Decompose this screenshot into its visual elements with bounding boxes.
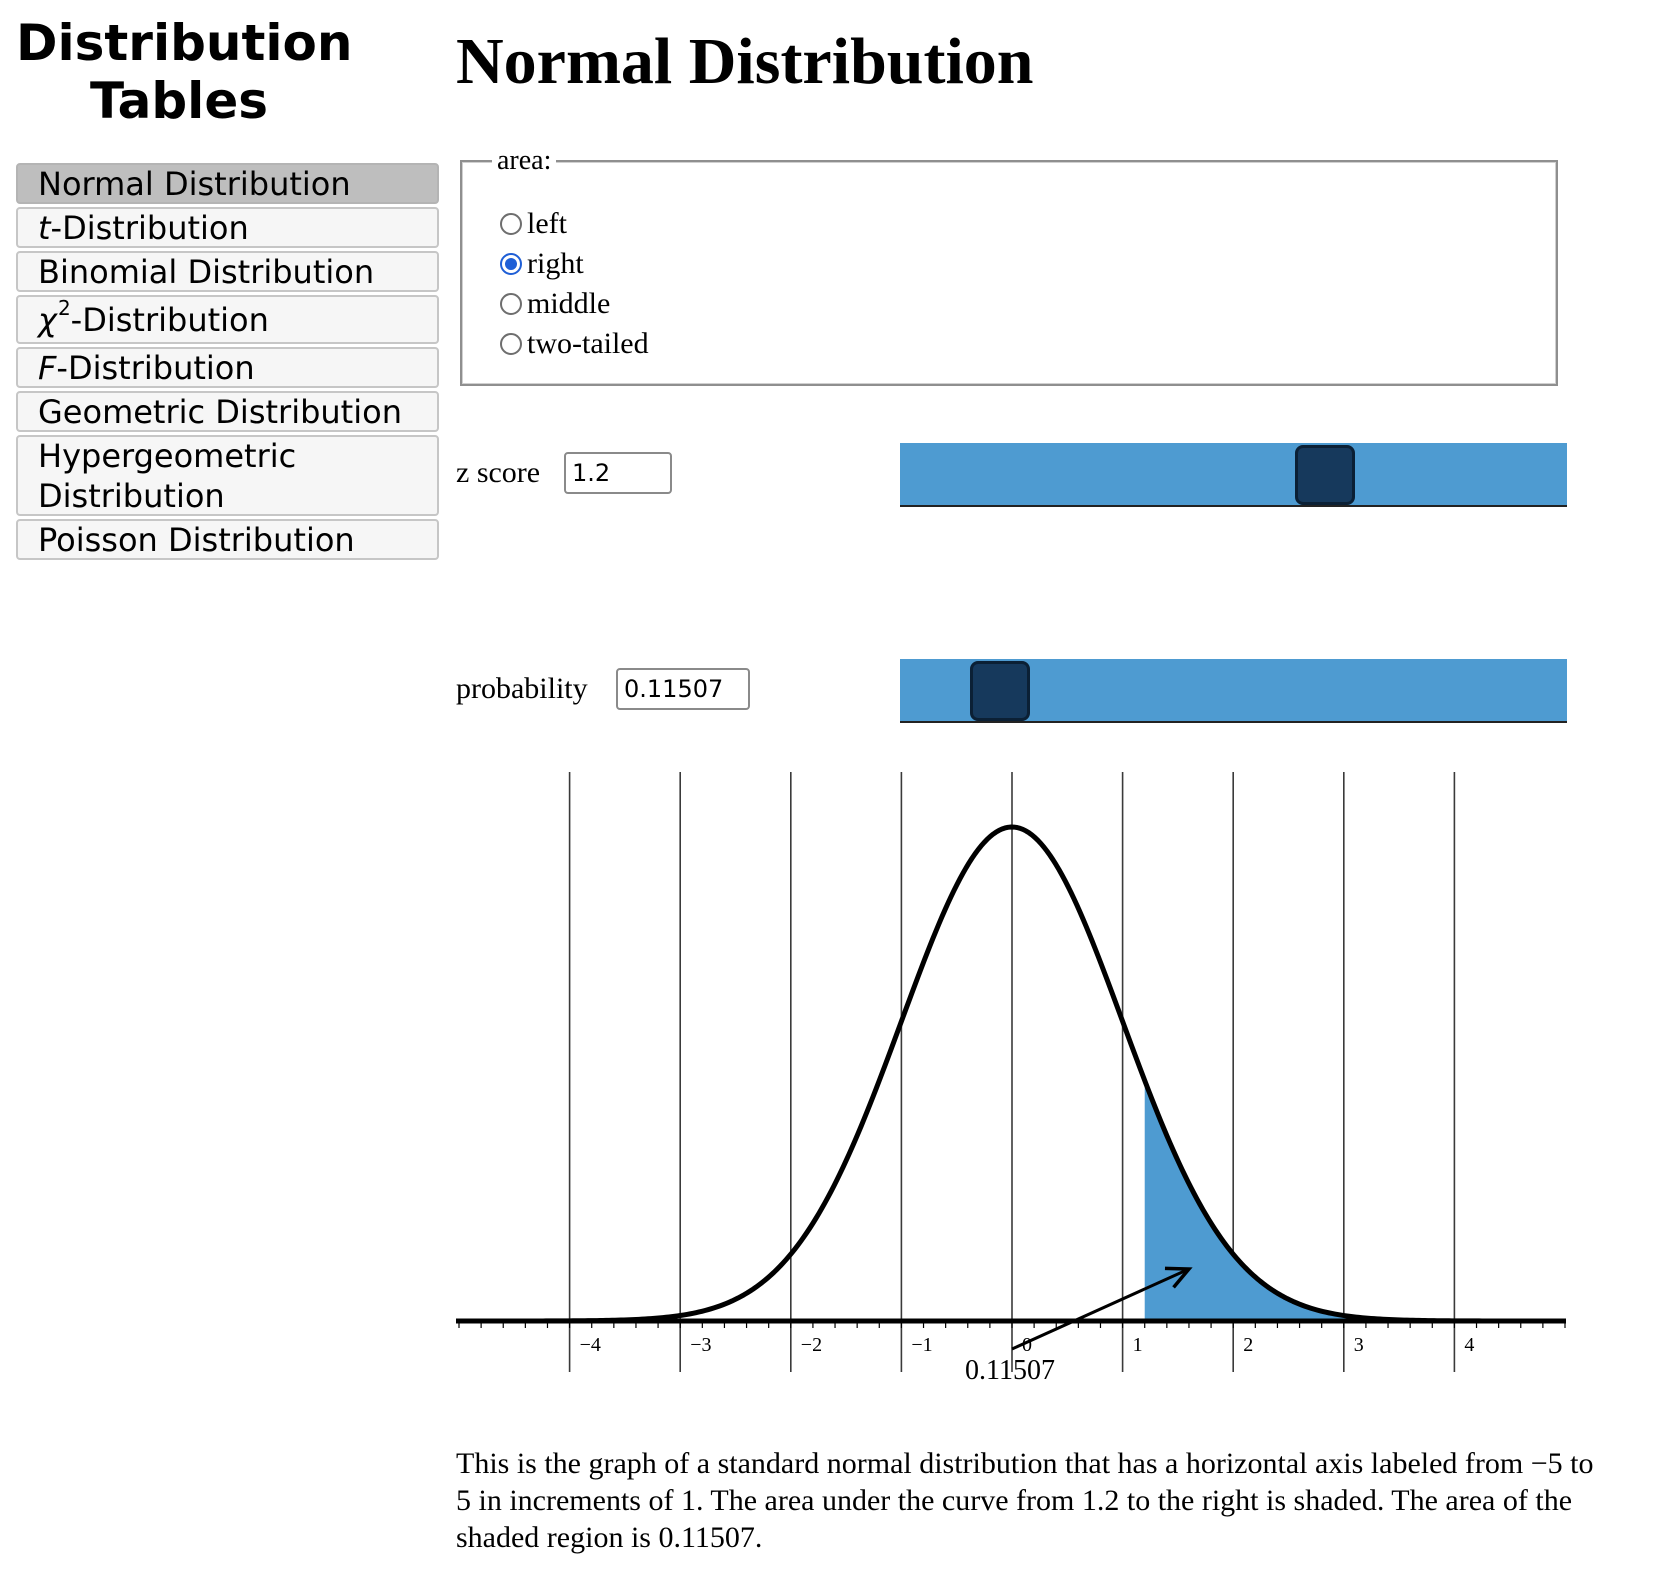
- nav-item-italic-symbol: F: [38, 348, 57, 387]
- area-arrow: [1011, 1266, 1193, 1351]
- tick-label: −4: [580, 1334, 601, 1356]
- nav-item-italic-symbol: χ: [38, 300, 57, 339]
- probability-input[interactable]: 0.11507: [616, 668, 750, 710]
- arrow-line: [1011, 1267, 1190, 1351]
- radio-right-label: right: [527, 247, 584, 280]
- area-value-label: 0.11507: [965, 1355, 1055, 1386]
- radio-two-tailed[interactable]: [500, 333, 522, 355]
- distribution-nav: Normal Distribution t -Distribution Binom…: [16, 163, 439, 563]
- app-title-line2: Tables: [89, 72, 268, 130]
- nav-item-normal-distribution[interactable]: Normal Distribution: [16, 163, 439, 204]
- page-title: Normal Distribution: [456, 25, 1034, 98]
- nav-item-t-distribution[interactable]: t -Distribution: [16, 207, 439, 248]
- area-legend: area:: [492, 146, 557, 176]
- nav-item-hypergeometric-distribution[interactable]: Hypergeometric Distribution: [16, 435, 439, 516]
- tick-label: 0: [1022, 1334, 1032, 1356]
- area-option-right[interactable]: right: [500, 246, 584, 282]
- grid-lines: [568, 772, 1456, 1372]
- z-score-label: z score: [456, 456, 541, 489]
- app-title-line1: Distribution: [16, 14, 353, 72]
- tick-label: 2: [1243, 1334, 1253, 1356]
- arrow-head: [1164, 1266, 1193, 1289]
- nav-item-label: Poisson Distribution: [38, 520, 355, 559]
- probability-slider[interactable]: [900, 659, 1567, 723]
- area-option-two-tailed[interactable]: two-tailed: [500, 326, 649, 362]
- normal-distribution-graph: −4 −3 −2 −1 0 1 2 3 4 0.11507: [456, 772, 1566, 1386]
- nav-item-label-line2: Distribution: [38, 476, 225, 515]
- nav-item-label: -Distribution: [56, 348, 255, 387]
- nav-item-f-distribution[interactable]: F -Distribution: [16, 347, 439, 388]
- nav-item-chi-square-distribution[interactable]: χ 2 -Distribution: [16, 295, 439, 344]
- app-title: Distribution Tables: [16, 14, 353, 130]
- nav-item-label: Binomial Distribution: [38, 252, 375, 291]
- z-score-slider[interactable]: [900, 443, 1567, 507]
- radio-left-label: left: [527, 207, 567, 240]
- nav-item-label: -Distribution: [50, 208, 249, 247]
- z-score-input[interactable]: 1.2: [564, 452, 672, 494]
- probability-label: probability: [456, 672, 588, 705]
- nav-item-poisson-distribution[interactable]: Poisson Distribution: [16, 519, 439, 560]
- z-score-slider-thumb[interactable]: [1295, 445, 1355, 505]
- radio-middle[interactable]: [500, 293, 522, 315]
- tick-label: 3: [1354, 1334, 1364, 1356]
- tick-label: −2: [801, 1334, 822, 1356]
- probability-slider-thumb[interactable]: [970, 661, 1030, 721]
- nav-item-binomial-distribution[interactable]: Binomial Distribution: [16, 251, 439, 292]
- graph-description: This is the graph of a standard normal d…: [456, 1447, 1594, 1554]
- area-option-middle[interactable]: middle: [500, 286, 610, 322]
- radio-middle-label: middle: [527, 287, 611, 320]
- nav-item-label: -Distribution: [70, 300, 269, 339]
- tick-label: 1: [1133, 1334, 1143, 1356]
- shaded-area: [1144, 1080, 1565, 1321]
- tick-label: −1: [911, 1334, 932, 1356]
- area-fieldset: area: left right middle two-tailed: [460, 146, 1558, 386]
- tick-label: 4: [1464, 1334, 1474, 1356]
- radio-right[interactable]: [500, 253, 522, 275]
- nav-item-label: Geometric Distribution: [38, 392, 402, 431]
- nav-item-label: Normal Distribution: [38, 164, 351, 203]
- radio-two-tailed-label: two-tailed: [527, 327, 649, 360]
- radio-left[interactable]: [500, 213, 522, 235]
- nav-item-geometric-distribution[interactable]: Geometric Distribution: [16, 391, 439, 432]
- area-option-left[interactable]: left: [500, 206, 567, 242]
- nav-item-italic-symbol: t: [38, 208, 51, 247]
- nav-item-label-line1: Hypergeometric: [38, 436, 297, 475]
- density-curve: [456, 824, 1566, 1324]
- tick-label: −3: [690, 1334, 711, 1356]
- tick-labels: −4 −3 −2 −1 0 1 2 3 4: [580, 1334, 1475, 1356]
